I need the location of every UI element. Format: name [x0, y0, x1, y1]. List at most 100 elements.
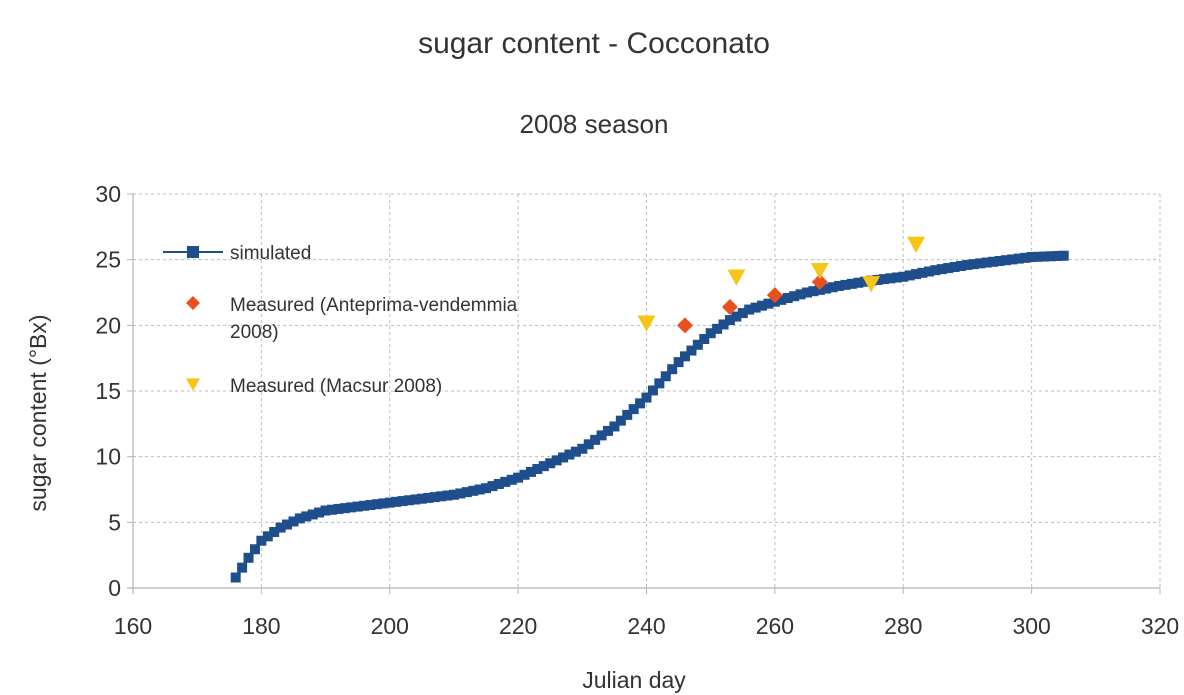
simulated-point: [397, 496, 408, 507]
simulated-point: [635, 398, 646, 409]
simulated-point: [667, 364, 678, 375]
simulated-point: [962, 259, 973, 270]
simulated-point: [371, 499, 382, 510]
simulated-point: [538, 461, 549, 472]
simulated-point: [500, 476, 511, 487]
simulated-point: [378, 498, 389, 509]
simulated-point: [314, 507, 325, 518]
x-tick-label: 280: [884, 613, 922, 639]
simulated-point: [416, 493, 427, 504]
simulated-point: [474, 484, 485, 495]
simulated-point: [988, 256, 999, 267]
simulated-point: [827, 282, 838, 293]
simulated-point: [763, 298, 774, 309]
y-tick-label: 20: [95, 312, 121, 338]
simulated-point: [680, 351, 691, 362]
legend-simulated-marker: [187, 246, 199, 258]
simulated-point: [923, 266, 934, 277]
simulated-point: [384, 497, 395, 508]
simulated-point: [237, 562, 248, 573]
simulated-point: [1000, 255, 1011, 266]
legend: simulated Measured (Anteprima-vendemmia 20…: [163, 243, 518, 397]
simulated-point: [436, 491, 447, 502]
simulated-point: [423, 492, 434, 503]
simulated-point: [1007, 254, 1018, 265]
simulated-point: [583, 439, 594, 450]
simulated-point: [558, 452, 569, 463]
simulated-point: [545, 458, 556, 469]
simulated-point: [506, 474, 517, 485]
macsur-point: [862, 276, 881, 293]
simulated-point: [256, 535, 267, 546]
x-axis-label: Julian day: [582, 667, 686, 693]
simulated-point: [789, 291, 800, 302]
simulated-point: [513, 472, 524, 483]
simulated-point: [936, 264, 947, 275]
legend-simulated-label: simulated: [230, 243, 311, 264]
y-tick-label: 5: [108, 509, 121, 535]
simulated-point: [757, 300, 768, 311]
simulated-point: [943, 263, 954, 274]
simulated-point: [840, 279, 851, 290]
simulated-point: [731, 311, 742, 322]
simulated-point: [692, 339, 703, 350]
simulated-point: [795, 289, 806, 300]
simulated-point: [1045, 251, 1056, 262]
simulated-point: [891, 272, 902, 283]
simulated-point: [570, 446, 581, 457]
simulated-point: [654, 378, 665, 389]
simulated-point: [1039, 251, 1050, 262]
simulated-point: [288, 516, 299, 527]
simulated-point: [525, 466, 536, 477]
x-tick-label: 240: [627, 613, 665, 639]
simulated-point: [917, 267, 928, 278]
anteprima-point: [721, 298, 738, 315]
simulated-point: [647, 385, 658, 396]
simulated-point: [391, 496, 402, 507]
simulated-point: [269, 526, 280, 537]
simulated-point: [994, 255, 1005, 266]
x-tick-label: 260: [756, 613, 794, 639]
x-tick-label: 160: [114, 613, 152, 639]
simulated-point: [930, 265, 941, 276]
simulated-point: [326, 504, 337, 515]
simulated-point: [859, 276, 870, 287]
simulated-point: [673, 357, 684, 368]
simulated-point: [577, 443, 588, 454]
simulated-point: [301, 511, 312, 522]
simulated-point: [782, 293, 793, 304]
simulated-point: [705, 328, 716, 339]
simulated-point: [410, 494, 421, 505]
macsur-point: [727, 269, 746, 286]
simulated-point: [911, 269, 922, 280]
macsur-point: [907, 236, 926, 253]
simulated-point: [1033, 251, 1044, 262]
simulated-point: [564, 449, 575, 460]
simulated-point: [551, 455, 562, 466]
simulated-point: [801, 287, 812, 298]
simulated-point: [429, 492, 440, 503]
simulated-point: [1020, 252, 1031, 263]
simulated-point: [590, 434, 601, 445]
simulated-point: [282, 519, 293, 530]
simulated-point: [660, 371, 671, 382]
simulated-point: [853, 277, 864, 288]
simulated-point: [628, 404, 639, 415]
simulated-point: [699, 333, 710, 344]
simulated-point: [448, 489, 459, 500]
simulated-point: [294, 513, 305, 524]
y-tick-label: 0: [108, 575, 121, 601]
simulated-point: [821, 283, 832, 294]
simulated-point: [262, 531, 273, 542]
anteprima-point: [766, 287, 783, 304]
simulated-point: [1026, 252, 1037, 263]
y-tick-label: 10: [95, 444, 121, 470]
simulated-point: [493, 478, 504, 489]
simulated-point: [744, 304, 755, 315]
simulated-point: [949, 262, 960, 273]
simulated-point: [724, 315, 735, 326]
simulated-point: [468, 485, 479, 496]
x-tick-label: 220: [499, 613, 537, 639]
simulated-point: [622, 409, 633, 420]
simulated-point: [975, 258, 986, 269]
